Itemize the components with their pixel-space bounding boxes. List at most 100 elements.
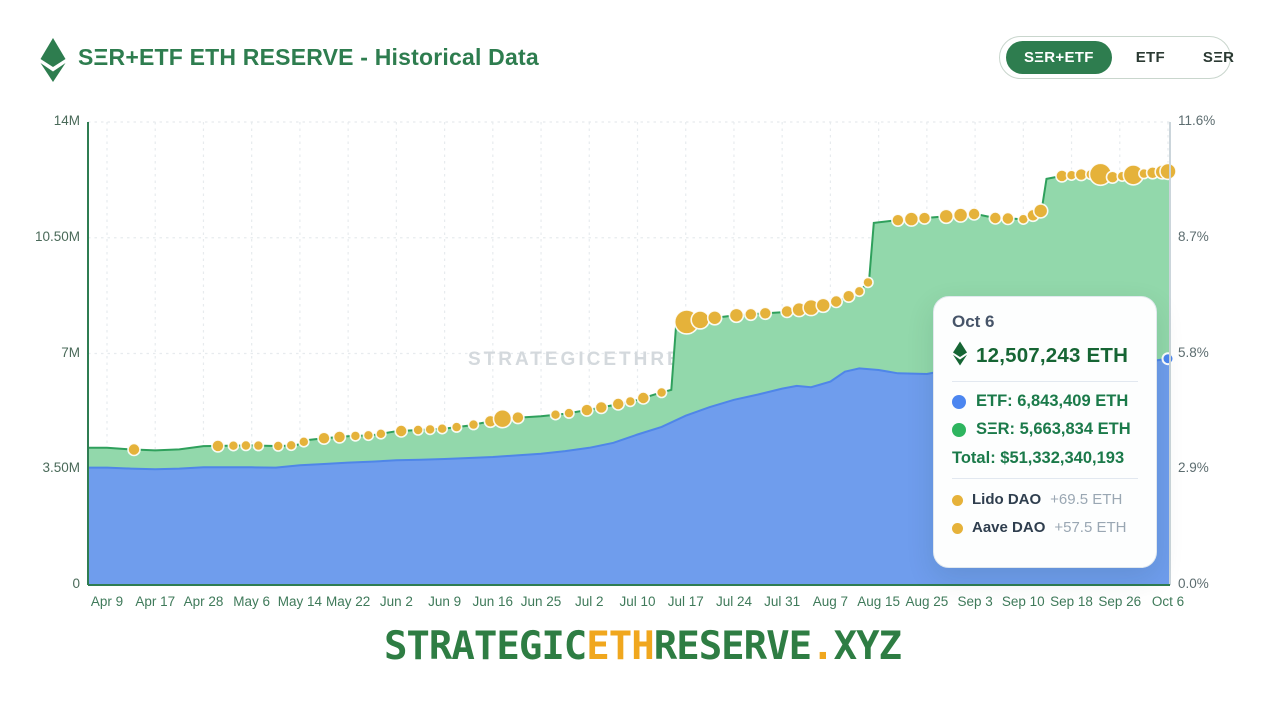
event-bubble xyxy=(424,423,436,436)
event-bubble xyxy=(467,418,480,431)
event-bubble xyxy=(492,408,513,429)
event-name: Aave DAO xyxy=(972,519,1046,536)
event-bubble xyxy=(450,421,463,433)
event-bubble xyxy=(636,391,651,405)
event-bubble xyxy=(375,427,387,440)
event-bubble xyxy=(853,285,866,298)
x-axis-tick: Apr 28 xyxy=(183,594,224,609)
x-axis-tick: Sep 10 xyxy=(1001,594,1045,609)
event-bubble xyxy=(394,424,409,438)
event-bubble xyxy=(594,400,609,415)
toggle-ser-button[interactable]: SΞR xyxy=(1202,49,1235,66)
event-bubble xyxy=(952,207,969,223)
y-axis-left-tick: 0 xyxy=(72,576,80,591)
event-bubble xyxy=(349,430,362,442)
x-axis-tick: Jun 9 xyxy=(428,594,462,609)
event-bubble xyxy=(611,397,626,411)
event-bubble xyxy=(743,307,758,322)
x-axis-tick: Jun 25 xyxy=(520,594,562,609)
event-bubble xyxy=(891,213,905,227)
x-axis-tick: Sep 26 xyxy=(1098,594,1142,609)
x-axis-tick: May 22 xyxy=(325,594,371,609)
y-axis-right-tick: 2.9% xyxy=(1178,460,1209,476)
event-bubble xyxy=(285,439,298,452)
event-bubble xyxy=(272,440,285,452)
event-bubble xyxy=(1032,203,1049,219)
event-bubble xyxy=(549,408,562,421)
event-bubble xyxy=(227,439,240,452)
event-bubble xyxy=(706,309,723,326)
wordmark-eth: ETH xyxy=(586,624,654,669)
event-bubble xyxy=(624,395,637,408)
event-bubble xyxy=(240,439,252,452)
wordmark-dot: . xyxy=(811,624,835,669)
y-axis-left-tick: 3.50M xyxy=(42,460,80,476)
event-bubble xyxy=(412,424,424,436)
event-bubble xyxy=(758,306,773,321)
tooltip-divider xyxy=(952,478,1138,479)
x-axis-tick: Jun 16 xyxy=(472,594,514,609)
event-bubble xyxy=(511,410,525,425)
event-bubbles[interactable] xyxy=(127,162,1177,457)
event-bubble xyxy=(127,442,141,457)
event-name: Lido DAO xyxy=(972,491,1042,508)
event-dot xyxy=(952,522,963,534)
y-axis-right-tick: 5.8% xyxy=(1178,344,1209,360)
page-header: SΞR+ETF ETH RESERVE - Historical Data SΞ… xyxy=(36,36,1249,84)
event-bubble xyxy=(1159,162,1177,181)
x-axis-tick: Jul 31 xyxy=(764,594,801,609)
y-axis-left-tick: 7M xyxy=(61,344,80,360)
axes xyxy=(87,122,1171,586)
event-bubble xyxy=(563,407,575,419)
event-bubble xyxy=(841,289,856,304)
etf-end-dot xyxy=(1161,352,1175,366)
x-axis-tick: May 14 xyxy=(277,594,323,609)
toggle-etf-button[interactable]: ETF xyxy=(1135,49,1165,66)
tooltip-ser-value: SΞR: 5,663,834 ETH xyxy=(976,420,1131,438)
x-axis-tick: Jun 2 xyxy=(379,594,413,609)
event-delta: +69.5 ETH xyxy=(1050,491,1123,508)
page-title: SΞR+ETF ETH RESERVE - Historical Data xyxy=(78,44,539,70)
x-axis-tick: Sep 18 xyxy=(1050,594,1093,609)
event-bubble xyxy=(815,297,832,314)
event-bubble xyxy=(988,211,1003,225)
x-axis-tick: May 6 xyxy=(233,594,271,609)
event-bubble xyxy=(211,439,225,453)
event-bubble xyxy=(580,403,594,417)
x-axis-tick: Oct 6 xyxy=(1151,594,1185,609)
legend-dot-etf xyxy=(952,394,966,409)
event-bubble xyxy=(317,431,331,446)
ethereum-diamond-icon xyxy=(38,37,68,88)
x-axis-tick: Jul 24 xyxy=(715,594,752,609)
y-axis-right-tick: 11.6% xyxy=(1178,113,1216,128)
event-dot xyxy=(952,494,963,506)
chart-tooltip: Oct 6 12,507,243 ETH ETF: 6,843,409 ETH … xyxy=(933,296,1157,568)
event-bubble xyxy=(332,430,347,444)
etf-area[interactable] xyxy=(88,358,1170,585)
x-axis-tick: Apr 17 xyxy=(135,594,176,609)
event-bubble xyxy=(436,422,449,435)
event-bubble xyxy=(780,304,794,319)
event-bubble xyxy=(655,386,668,399)
event-bubble xyxy=(917,211,932,225)
x-axis-tick: Aug 7 xyxy=(812,594,849,609)
legend-dot-ser xyxy=(952,422,966,437)
x-axis-tick: Aug 15 xyxy=(857,594,901,609)
tooltip-divider xyxy=(952,381,1138,382)
tooltip-total-usd: Total: $51,332,340,193 xyxy=(952,449,1125,467)
x-axis-tick: Jul 2 xyxy=(575,594,604,609)
toggle-ser-etf-button[interactable]: SΞR+ETF xyxy=(1006,41,1112,74)
wordmark-strategic: STRATEGIC xyxy=(383,624,587,669)
y-axis-right-tick: 0.0% xyxy=(1178,576,1209,591)
x-axis-tick: Jul 10 xyxy=(619,594,656,609)
tooltip-total-eth: 12,507,243 ETH xyxy=(976,344,1129,367)
event-bubble xyxy=(967,207,981,221)
y-axis-left-tick: 10.50M xyxy=(34,228,80,244)
wordmark-xyz: XYZ xyxy=(833,624,902,669)
event-bubble xyxy=(862,276,874,289)
eth-diamond-icon xyxy=(952,341,968,371)
event-bubble xyxy=(728,307,745,324)
